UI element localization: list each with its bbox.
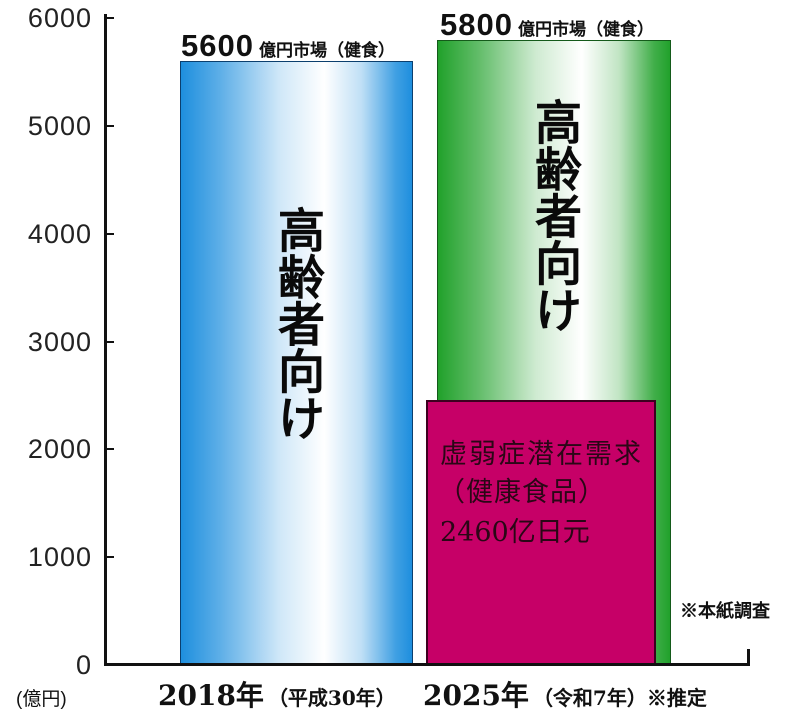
value-label-2018: 5600 億円市場（健食） bbox=[181, 28, 395, 64]
y-tick-label-6000: 6000 bbox=[27, 3, 92, 33]
y-tick-label-4000: 4000 bbox=[27, 218, 92, 249]
x-label-2018-era: （平成30年） bbox=[267, 686, 396, 710]
y-tick-mark-5000 bbox=[106, 124, 114, 127]
y-tick-label-1000: 1000 bbox=[27, 542, 92, 573]
y-tick-label-0: 0 bbox=[75, 650, 92, 680]
value-label-2025-number: 5800 bbox=[440, 6, 513, 42]
estimate-mark: ※推定 bbox=[646, 686, 707, 710]
frailty-series-label: 虚弱症潜在需求 bbox=[440, 439, 643, 470]
x-label-2018: 2018年 （平成30年） bbox=[158, 674, 396, 714]
y-tick-label-2000: 2000 bbox=[27, 434, 92, 465]
x-label-2025-year: 2025年 bbox=[423, 679, 529, 712]
x-label-2025: 2025年 （令和7年） ※推定 bbox=[423, 674, 707, 714]
y-tick-label-3000: 3000 bbox=[27, 326, 92, 357]
y-tick-mark-1000 bbox=[106, 556, 114, 559]
bar-2025-series-label: 高齢者向け bbox=[526, 98, 581, 333]
y-tick-mark-3000 bbox=[106, 340, 114, 343]
value-label-2025-unit: 億円市場（健食） bbox=[517, 19, 654, 39]
y-tick-mark-6000 bbox=[106, 17, 114, 19]
x-axis-end-tick bbox=[747, 649, 750, 666]
y-tick-mark-4000 bbox=[106, 232, 114, 235]
frailty-series-sublabel: （健康食品） bbox=[438, 477, 606, 508]
value-label-2018-number: 5600 bbox=[181, 28, 254, 64]
source-note: ※本紙調査 bbox=[680, 601, 770, 621]
bar-2018-series-label: 高齢者向け bbox=[269, 206, 324, 441]
frailty-value-label: 2460亿日元 bbox=[440, 517, 590, 548]
value-label-2025: 5800 億円市場（健食） bbox=[440, 6, 654, 42]
y-axis-unit-label: (億円) bbox=[16, 689, 67, 710]
y-axis-line bbox=[104, 14, 107, 666]
value-label-2018-unit: 億円市場（健食） bbox=[258, 41, 395, 61]
x-label-2018-year: 2018年 bbox=[158, 679, 264, 712]
bar-2018-elderly bbox=[180, 61, 413, 665]
x-axis-line bbox=[104, 663, 750, 666]
y-tick-label-5000: 5000 bbox=[27, 110, 92, 141]
y-tick-mark-2000 bbox=[106, 448, 114, 451]
x-label-2025-era: （令和7年） bbox=[532, 686, 647, 710]
